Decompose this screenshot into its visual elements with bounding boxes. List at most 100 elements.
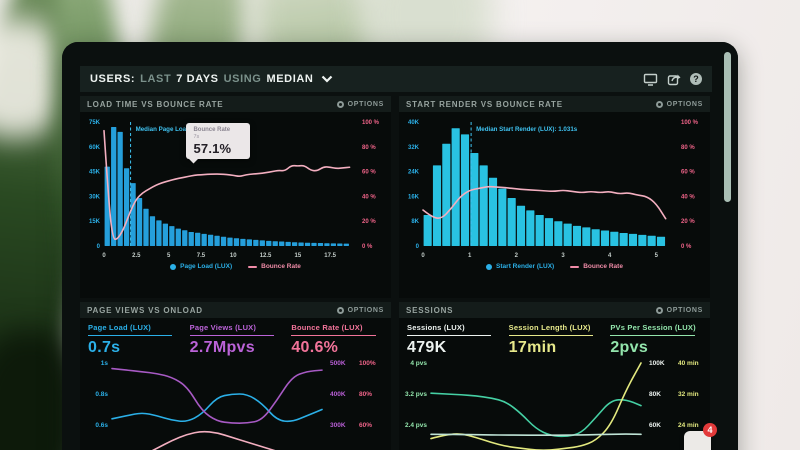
y-left-tick: 0 bbox=[97, 244, 101, 250]
panel-load-time-header: LOAD TIME VS BOUNCE RATE OPTIONS bbox=[80, 96, 391, 112]
share-icon[interactable] bbox=[666, 72, 682, 86]
bar bbox=[111, 126, 117, 246]
bar bbox=[266, 240, 272, 246]
page-views-line bbox=[111, 367, 323, 424]
stat-label: PVs Per Session (LUX) bbox=[610, 323, 696, 332]
monitor-bezel: USERS: LAST 7 DAYS USING MEDIAN bbox=[62, 42, 738, 450]
legend-label: Bounce Rate bbox=[583, 263, 623, 270]
sessions-line bbox=[430, 433, 642, 437]
y-left-tick: 30K bbox=[89, 194, 101, 200]
panel-title: LOAD TIME VS BOUNCE RATE bbox=[87, 99, 224, 109]
stat-sessions: Sessions (LUX) 479K bbox=[407, 323, 499, 357]
stat-label: Session Length (LUX) bbox=[508, 323, 591, 332]
stat-session-length: Session Length (LUX) 17min bbox=[508, 323, 601, 357]
panel-sessions-header: SESSIONS OPTIONS bbox=[399, 302, 710, 318]
bar bbox=[526, 210, 535, 246]
bar bbox=[330, 243, 337, 246]
x-tick: 5 bbox=[655, 253, 659, 259]
mini-left-tick: 1s bbox=[101, 360, 109, 367]
x-tick: 15 bbox=[295, 253, 302, 259]
bar bbox=[563, 223, 572, 246]
y-right-tick: 0 % bbox=[681, 244, 692, 250]
median-label: Median Start Render (LUX): 1.031s bbox=[476, 126, 578, 133]
panel-title: SESSIONS bbox=[406, 305, 454, 315]
bar bbox=[460, 134, 470, 246]
bar bbox=[591, 229, 600, 246]
sessions-mini-chart[interactable]: 4 pvs 100K 40 min 3.2 pvs 80K 32 min 2.4 pvs 60… bbox=[399, 359, 710, 450]
x-tick: 2.5 bbox=[132, 253, 141, 259]
gear-icon bbox=[336, 306, 344, 314]
panel-page-views-header: PAGE VIEWS VS ONLOAD OPTIONS bbox=[80, 302, 391, 318]
options-button[interactable]: OPTIONS bbox=[336, 306, 384, 314]
mini-mid-tick: 80K bbox=[649, 391, 661, 398]
bar bbox=[647, 235, 656, 246]
bar bbox=[656, 236, 666, 246]
legend-label: Bounce Rate bbox=[261, 263, 301, 270]
x-tick: 0 bbox=[421, 253, 425, 259]
app-icon[interactable] bbox=[684, 431, 711, 450]
gear-icon bbox=[655, 100, 663, 108]
scrollbar-thumb[interactable] bbox=[724, 52, 731, 202]
load-time-chart-area[interactable]: 75K 60K 45K 30K 15K 0 100 % 80 % 60 % 40 % 20 % 0 %… bbox=[80, 112, 391, 298]
y-right-tick: 20 % bbox=[681, 219, 695, 225]
bar bbox=[195, 232, 201, 246]
bar bbox=[188, 231, 194, 246]
legend-item: Bounce Rate bbox=[248, 263, 301, 270]
mini-mid-tick: 100K bbox=[649, 360, 665, 367]
page-views-mini-chart[interactable]: 1s 500K 100% 0.8s 400K 80% 0.6s 300K 60% bbox=[80, 359, 391, 450]
help-icon[interactable]: ? bbox=[690, 73, 702, 85]
y-right-tick: 100 % bbox=[362, 120, 380, 126]
notification-badge: 4 bbox=[703, 423, 717, 437]
y-left-tick: 16K bbox=[408, 194, 420, 200]
bar bbox=[259, 240, 265, 246]
gear-icon bbox=[655, 306, 663, 314]
bar bbox=[582, 227, 591, 246]
start-render-chart-area[interactable]: 40K 32K 24K 16K 8K 0 100 % 80 % 60 % 40 % 20 % 0 % 0… bbox=[399, 112, 710, 298]
y-right-tick: 60 % bbox=[362, 170, 376, 176]
y-right-tick: 0 % bbox=[362, 244, 373, 250]
y-right-tick: 40 % bbox=[362, 194, 376, 200]
bar bbox=[628, 233, 638, 246]
y-right-tick: 80 % bbox=[681, 145, 695, 151]
y-right-tick: 100 % bbox=[681, 120, 699, 126]
legend-line-icon bbox=[248, 265, 258, 268]
options-button[interactable]: OPTIONS bbox=[655, 100, 703, 108]
median-label: Median Page Load (LUX): 2.056s bbox=[136, 126, 232, 133]
bounce-rate-line bbox=[422, 185, 667, 220]
bar bbox=[169, 226, 175, 246]
bar bbox=[253, 239, 259, 246]
bar bbox=[544, 218, 554, 246]
bar bbox=[201, 233, 207, 246]
options-button[interactable]: OPTIONS bbox=[336, 100, 384, 108]
bar bbox=[214, 235, 220, 246]
y-left-tick: 24K bbox=[408, 170, 420, 176]
chart-legend: Page Load (LUX) Bounce Rate bbox=[80, 263, 391, 270]
tooltip-title: Bounce Rate bbox=[193, 127, 231, 134]
bar bbox=[123, 168, 130, 246]
bar bbox=[488, 177, 498, 246]
stats-row: Sessions (LUX) 479K Session Length (LUX)… bbox=[399, 318, 710, 359]
bar bbox=[304, 242, 311, 246]
metric-selector[interactable]: USERS: LAST 7 DAYS USING MEDIAN bbox=[90, 73, 333, 85]
bar bbox=[498, 188, 507, 246]
y-left-tick: 15K bbox=[89, 219, 101, 225]
x-tick: 0 bbox=[102, 253, 106, 259]
panel-start-render: START RENDER VS BOUNCE RATE OPTIONS 40K 3… bbox=[399, 96, 710, 298]
bar bbox=[117, 131, 123, 246]
bar bbox=[162, 223, 169, 246]
x-tick: 2 bbox=[515, 253, 519, 259]
mini-left-tick: 3.2 pvs bbox=[405, 391, 427, 398]
gear-icon bbox=[336, 100, 344, 108]
mini-right-tick: 60% bbox=[359, 422, 372, 429]
display-icon[interactable] bbox=[642, 72, 658, 86]
options-button[interactable]: OPTIONS bbox=[655, 306, 703, 314]
y-left-tick: 8K bbox=[411, 219, 419, 225]
bar bbox=[175, 228, 181, 246]
bar bbox=[233, 238, 240, 246]
sessions-svg: 4 pvs 100K 40 min 3.2 pvs 80K 32 min 2.4 pvs 60… bbox=[405, 360, 699, 450]
stat-value: 2pvs bbox=[610, 339, 649, 356]
bar bbox=[311, 242, 317, 246]
x-tick: 3 bbox=[561, 253, 565, 259]
start-render-chart: 40K 32K 24K 16K 8K 0 100 % 80 % 60 % 40 % 20 % 0 % 0… bbox=[399, 114, 710, 262]
dashboard-header: USERS: LAST 7 DAYS USING MEDIAN bbox=[80, 66, 712, 92]
